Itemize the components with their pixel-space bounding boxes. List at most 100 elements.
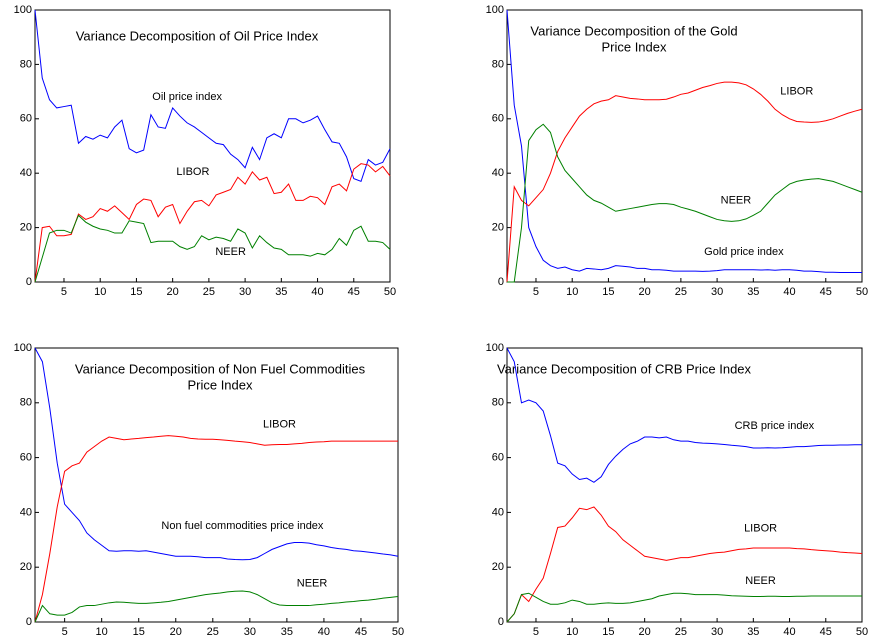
x-tick-label: 30 <box>239 286 251 298</box>
x-tick-label: 10 <box>566 286 578 298</box>
x-tick-label: 45 <box>355 626 367 638</box>
chart-title: Price Index <box>601 39 667 54</box>
x-tick-label: 25 <box>675 626 687 638</box>
x-tick-label: 50 <box>392 626 404 638</box>
y-tick-label: 20 <box>492 222 504 234</box>
series-label: NEER <box>215 246 246 258</box>
plot-frame <box>34 347 399 623</box>
x-tick-label: 5 <box>533 626 539 638</box>
x-tick-label: 5 <box>533 286 539 298</box>
chart-title: Variance Decomposition of Non Fuel Commo… <box>75 361 366 376</box>
y-tick-label: 100 <box>486 4 504 16</box>
x-tick-label: 30 <box>711 626 723 638</box>
x-tick-label: 35 <box>281 626 293 638</box>
series-line <box>507 123 863 283</box>
x-tick-label: 15 <box>602 626 614 638</box>
y-tick-label: 80 <box>492 58 504 70</box>
x-tick-label: 5 <box>61 286 67 298</box>
chart-title: Variance Decomposition of CRB Price Inde… <box>497 361 752 376</box>
series-label: Oil price index <box>152 91 222 103</box>
x-tick-label: 30 <box>711 286 723 298</box>
x-tick-label: 45 <box>820 626 832 638</box>
series-label: NEER <box>721 194 752 206</box>
y-tick-label: 40 <box>492 167 504 179</box>
series-line <box>34 347 399 561</box>
x-tick-label: 15 <box>130 286 142 298</box>
panel: 0 20 40 60 80 100 5 10 15 20 25 30 35 40 45 50 Variance … <box>14 4 396 298</box>
series-line <box>34 435 398 623</box>
x-tick-label: 30 <box>244 626 256 638</box>
chart-title: Variance Decomposition of Oil Price Inde… <box>76 28 319 43</box>
chart-title: Price Index <box>187 377 253 392</box>
series-label: LIBOR <box>176 166 209 178</box>
y-tick-label: 0 <box>498 276 504 288</box>
series-line <box>506 9 862 273</box>
x-tick-label: 40 <box>783 286 795 298</box>
x-tick-label: 25 <box>207 626 219 638</box>
series-label: Non fuel commodities price index <box>161 520 324 532</box>
x-tick-label: 50 <box>384 286 396 298</box>
y-tick-label: 100 <box>14 4 32 16</box>
y-tick-label: 60 <box>492 452 504 464</box>
x-tick-label: 5 <box>62 626 68 638</box>
series-label: LIBOR <box>744 523 777 535</box>
series-line <box>506 81 863 283</box>
series-label: NEER <box>297 578 328 590</box>
x-tick-label: 20 <box>639 286 651 298</box>
y-tick-label: 60 <box>20 452 32 464</box>
y-tick-label: 60 <box>492 113 504 125</box>
x-tick-label: 25 <box>675 286 687 298</box>
x-tick-label: 50 <box>856 286 868 298</box>
x-tick-label: 10 <box>566 626 578 638</box>
plot-frame <box>34 9 391 283</box>
series-line <box>34 163 391 283</box>
y-tick-label: 100 <box>486 342 504 354</box>
x-tick-label: 20 <box>639 626 651 638</box>
x-tick-label: 40 <box>311 286 323 298</box>
y-tick-label: 60 <box>20 113 32 125</box>
x-tick-label: 15 <box>133 626 145 638</box>
plot-frame <box>506 347 863 623</box>
x-tick-label: 10 <box>94 286 106 298</box>
series-label: NEER <box>745 575 776 587</box>
series-label: CRB price index <box>735 420 815 432</box>
y-tick-label: 0 <box>26 616 32 628</box>
x-tick-label: 15 <box>602 286 614 298</box>
x-tick-label: 25 <box>203 286 215 298</box>
series-line <box>506 592 862 623</box>
x-tick-label: 40 <box>783 626 795 638</box>
x-tick-label: 20 <box>167 286 179 298</box>
series-line <box>34 214 391 283</box>
x-tick-label: 45 <box>820 286 832 298</box>
y-tick-label: 20 <box>20 222 32 234</box>
y-tick-label: 100 <box>14 342 32 354</box>
series-label: LIBOR <box>780 86 813 98</box>
x-tick-label: 50 <box>856 626 868 638</box>
x-tick-label: 20 <box>170 626 182 638</box>
y-tick-label: 20 <box>492 561 504 573</box>
chart-title: Variance Decomposition of the Gold <box>530 23 737 38</box>
y-tick-label: 40 <box>492 506 504 518</box>
y-tick-label: 80 <box>20 58 32 70</box>
y-tick-label: 80 <box>492 397 504 409</box>
x-tick-label: 35 <box>275 286 287 298</box>
y-tick-label: 20 <box>20 561 32 573</box>
y-tick-label: 80 <box>20 397 32 409</box>
y-tick-label: 40 <box>20 167 32 179</box>
series-line <box>506 347 862 483</box>
y-tick-label: 0 <box>26 276 32 288</box>
x-tick-label: 40 <box>318 626 330 638</box>
series-line <box>34 9 391 183</box>
series-label: Gold price index <box>704 246 784 258</box>
x-tick-label: 45 <box>348 286 360 298</box>
y-tick-label: 40 <box>20 506 32 518</box>
panel: 0 20 40 60 80 100 5 10 15 20 25 30 35 40 45 50 Variance … <box>486 4 868 298</box>
x-tick-label: 35 <box>747 626 759 638</box>
panel: 0 20 40 60 80 100 5 10 15 20 25 30 35 40 45 50 Variance … <box>14 342 404 638</box>
series-line <box>506 506 863 623</box>
x-tick-label: 35 <box>747 286 759 298</box>
x-tick-label: 10 <box>96 626 108 638</box>
series-label: LIBOR <box>263 419 296 431</box>
y-tick-label: 0 <box>498 616 504 628</box>
